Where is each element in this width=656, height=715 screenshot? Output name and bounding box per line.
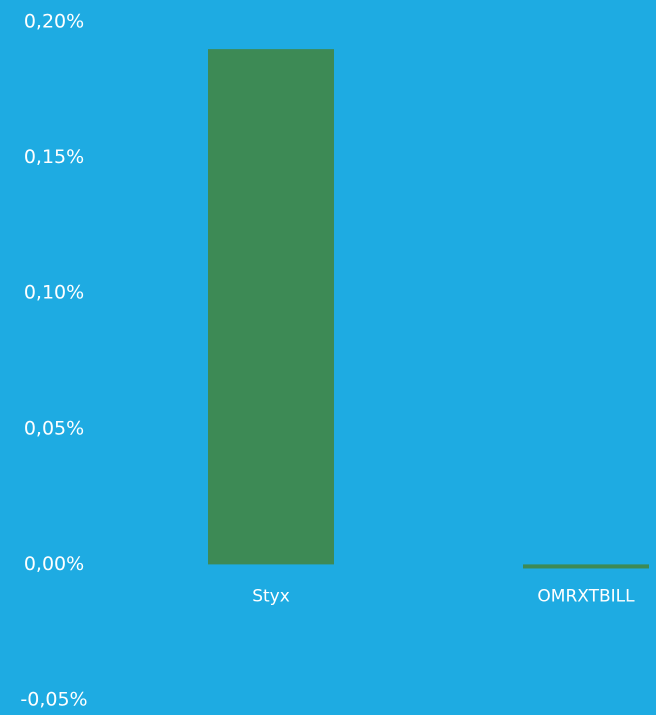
bar-omrxtbill: [523, 564, 649, 569]
bars-group: [208, 49, 649, 569]
y-tick-label: 0,20%: [24, 11, 84, 33]
y-tick-label: 0,15%: [24, 146, 84, 168]
y-tick-label: 0,10%: [24, 282, 84, 304]
x-axis-labels: Styx OMRXTBILL: [252, 586, 635, 606]
bar-styx: [208, 49, 334, 565]
y-tick-label: 0,05%: [24, 417, 84, 439]
y-axis-labels: 0,20% 0,15% 0,10% 0,05% 0,00% -0,05%: [20, 11, 87, 711]
x-category-label: OMRXTBILL: [537, 586, 635, 606]
y-tick-label: 0,00%: [24, 553, 84, 575]
x-category-label: Styx: [252, 586, 290, 606]
y-tick-label: -0,05%: [20, 689, 87, 711]
